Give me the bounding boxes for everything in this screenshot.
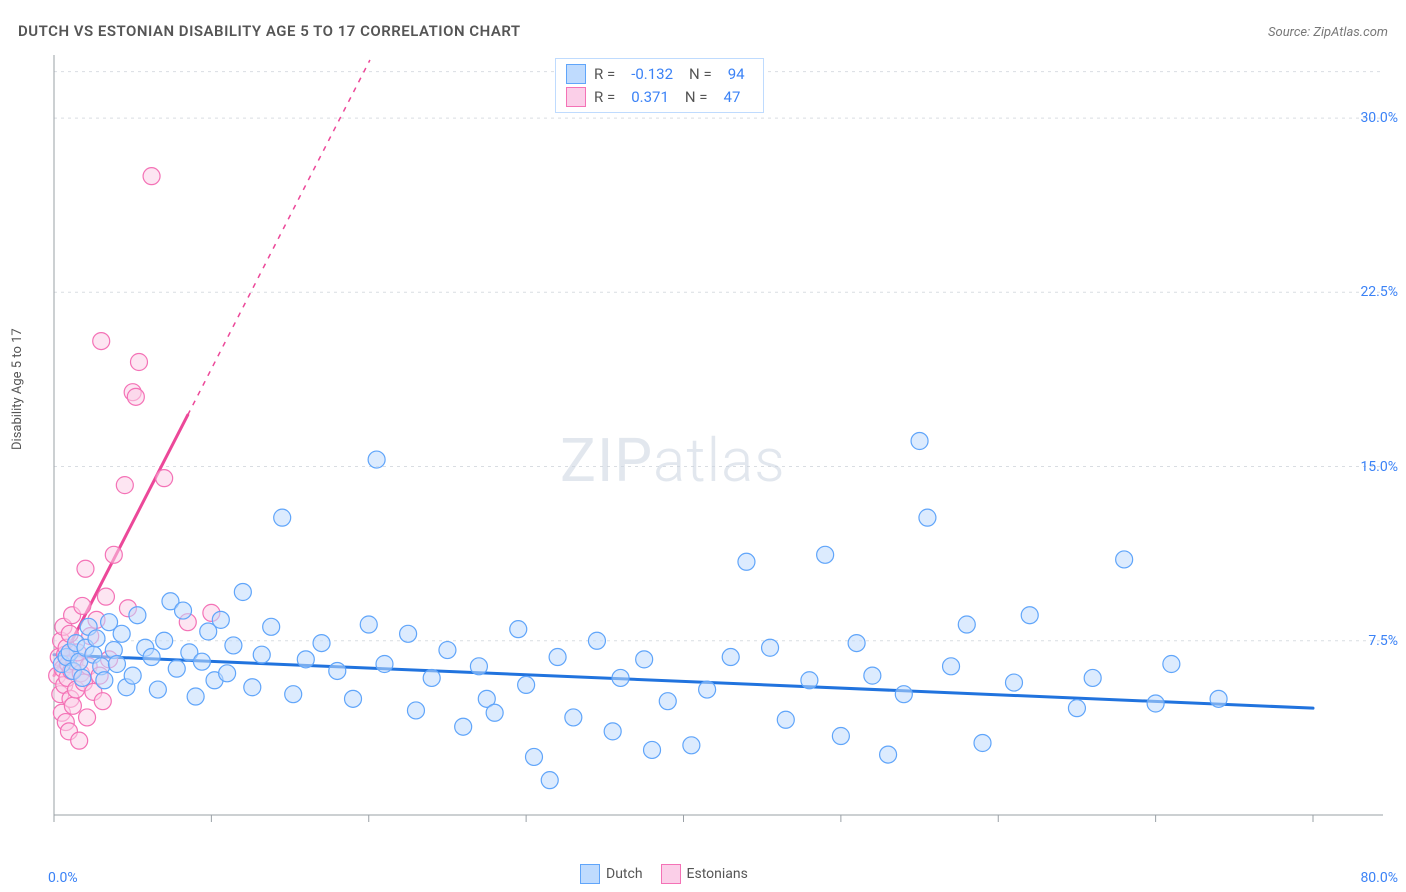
stats-r-value-estonians: 0.371 [631,86,669,109]
ytick-label: 7.5% [1368,633,1398,649]
legend: Dutch Estonians [580,864,748,884]
chart-title: DUTCH VS ESTONIAN DISABILITY AGE 5 TO 17… [18,22,521,40]
stats-r-label: R = [594,63,615,86]
legend-label-estonians: Estonians [687,866,748,882]
legend-swatch-dutch [580,864,600,884]
ytick-label: 15.0% [1360,459,1398,475]
legend-item-estonians: Estonians [661,864,748,884]
chart-header: DUTCH VS ESTONIAN DISABILITY AGE 5 TO 17… [18,22,1388,40]
legend-label-dutch: Dutch [606,866,643,882]
ytick-label: 30.0% [1360,110,1398,126]
stats-n-value-dutch: 94 [728,63,745,86]
stats-row-dutch: R = -0.132 N = 94 [566,63,753,86]
stats-swatch-dutch [566,64,586,84]
stats-row-estonians: R = 0.371 N = 47 [566,86,753,109]
stats-n-value-estonians: 47 [724,86,741,109]
scatter-plot-svg [48,55,1383,845]
xtick-max: 80.0% [1360,870,1398,886]
chart-source: Source: ZipAtlas.com [1268,25,1388,40]
stats-n-label: N = [685,86,708,109]
stats-r-value-dutch: -0.132 [631,63,673,86]
xtick-min: 0.0% [48,870,78,886]
stats-n-label: N = [689,63,712,86]
stats-box: R = -0.132 N = 94 R = 0.371 N = 47 [555,58,764,113]
stats-swatch-estonians [566,87,586,107]
legend-swatch-estonians [661,864,681,884]
stats-r-label: R = [594,86,615,109]
y-axis-label: Disability Age 5 to 17 [10,328,25,450]
legend-item-dutch: Dutch [580,864,643,884]
chart-area [48,55,1383,845]
ytick-label: 22.5% [1360,284,1398,300]
